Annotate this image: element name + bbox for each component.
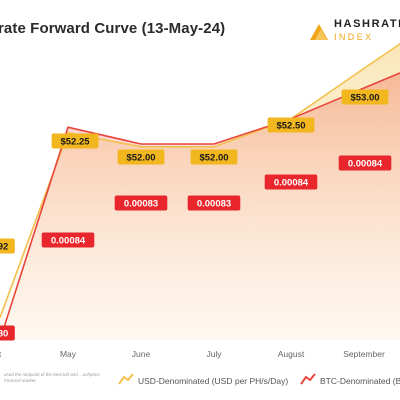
svg-text:$53.00: $53.00	[350, 93, 379, 104]
usd-value-label: 92	[0, 238, 15, 254]
btc-legend-label: BTC-Denominated (B	[320, 376, 400, 386]
usd-value-label: $53.00	[341, 89, 389, 105]
x-tick-label: t	[0, 349, 2, 359]
svg-text:0.00083: 0.00083	[197, 199, 231, 210]
btc-value-label: 0.00083	[187, 195, 241, 211]
hashrate-index-logo: HASHRATE INDEX	[308, 16, 400, 46]
chart-title: rate Forward Curve (13-May-24)	[0, 20, 226, 37]
svg-text:92: 92	[0, 242, 8, 253]
x-tick-label: June	[132, 349, 151, 359]
btc-legend-icon	[300, 373, 316, 385]
svg-text:0.00084: 0.00084	[274, 178, 309, 189]
btc-value-label: 0.00083	[114, 195, 168, 211]
x-tick-label: September	[343, 349, 385, 359]
logo-word-index: INDEX	[334, 32, 374, 42]
btc-value-label: 80	[0, 325, 15, 341]
svg-text:80: 80	[0, 329, 8, 340]
x-tick-label: May	[60, 349, 77, 359]
usd-value-label: $52.00	[190, 149, 238, 165]
usd-legend-label: USD-Denominated (USD per PH/s/Day)	[138, 376, 289, 386]
footnote: used the midpoint of the best bid and ..…	[4, 372, 100, 383]
logo-mark-icon	[310, 24, 328, 40]
btc-series-line	[0, 72, 400, 341]
svg-text:$52.00: $52.00	[126, 153, 155, 164]
svg-text:0.00084: 0.00084	[348, 159, 383, 170]
usd-legend-icon	[118, 373, 134, 385]
usd-series-line	[0, 42, 400, 318]
usd-value-label: $52.50	[267, 117, 315, 133]
btc-value-label: 0.00084	[41, 232, 95, 248]
svg-text:$52.00: $52.00	[199, 153, 228, 164]
usd-value-label: $52.00	[117, 149, 165, 165]
svg-text:$52.25: $52.25	[60, 137, 90, 148]
svg-text:0.00084: 0.00084	[51, 236, 86, 247]
svg-text:0.00083: 0.00083	[124, 199, 158, 210]
x-tick-label: July	[206, 349, 222, 359]
svg-text:$52.50: $52.50	[276, 121, 305, 132]
usd-value-label: $52.25	[51, 133, 99, 149]
btc-value-label: 0.00084	[338, 155, 392, 171]
logo-word-hashrate: HASHRATE	[334, 18, 400, 30]
x-tick-label: August	[278, 349, 305, 359]
btc-value-label: 0.00084	[264, 174, 318, 190]
